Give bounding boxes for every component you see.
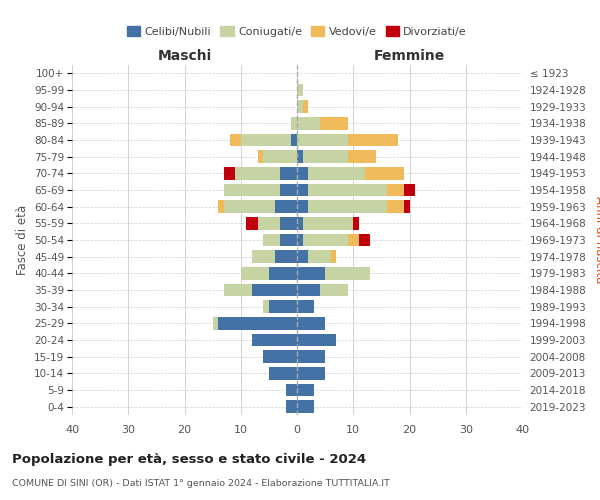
Bar bbox=[241, 267, 269, 280]
Bar bbox=[269, 267, 297, 280]
Bar bbox=[280, 184, 297, 196]
Bar bbox=[302, 217, 353, 230]
Bar bbox=[263, 150, 297, 163]
Y-axis label: Anni di nascita: Anni di nascita bbox=[593, 196, 600, 284]
Text: COMUNE DI SINI (OR) - Dati ISTAT 1° gennaio 2024 - Elaborazione TUTTITALIA.IT: COMUNE DI SINI (OR) - Dati ISTAT 1° genn… bbox=[12, 479, 390, 488]
Bar bbox=[359, 234, 370, 246]
Bar bbox=[292, 134, 297, 146]
Text: Popolazione per età, sesso e stato civile - 2024: Popolazione per età, sesso e stato civil… bbox=[12, 452, 366, 466]
Bar bbox=[297, 284, 320, 296]
Bar bbox=[365, 167, 404, 179]
Bar bbox=[297, 300, 314, 313]
Bar bbox=[302, 100, 308, 113]
Bar bbox=[302, 150, 347, 163]
Bar bbox=[224, 200, 275, 213]
Bar bbox=[252, 250, 275, 263]
Bar bbox=[257, 150, 263, 163]
Bar bbox=[241, 134, 292, 146]
Bar bbox=[218, 317, 297, 330]
Bar bbox=[297, 384, 314, 396]
Bar bbox=[263, 350, 297, 363]
Bar bbox=[297, 100, 302, 113]
Bar bbox=[257, 217, 280, 230]
Bar bbox=[212, 317, 218, 330]
Bar bbox=[269, 367, 297, 380]
Bar bbox=[297, 234, 302, 246]
Bar bbox=[297, 367, 325, 380]
Bar bbox=[320, 284, 347, 296]
Bar bbox=[292, 117, 297, 130]
Bar bbox=[269, 300, 297, 313]
Bar bbox=[297, 150, 302, 163]
Bar bbox=[387, 200, 404, 213]
Bar bbox=[308, 200, 387, 213]
Bar bbox=[308, 250, 331, 263]
Bar bbox=[308, 167, 365, 179]
Bar bbox=[224, 167, 235, 179]
Text: Maschi: Maschi bbox=[157, 48, 212, 62]
Bar bbox=[275, 250, 297, 263]
Bar bbox=[280, 217, 297, 230]
Bar bbox=[297, 217, 302, 230]
Bar bbox=[320, 117, 347, 130]
Bar bbox=[404, 184, 415, 196]
Bar bbox=[297, 84, 302, 96]
Bar bbox=[353, 217, 359, 230]
Bar bbox=[235, 167, 280, 179]
Bar bbox=[263, 300, 269, 313]
Bar bbox=[297, 117, 320, 130]
Bar bbox=[297, 167, 308, 179]
Bar bbox=[347, 150, 376, 163]
Bar bbox=[404, 200, 409, 213]
Bar bbox=[247, 217, 257, 230]
Bar bbox=[297, 134, 347, 146]
Bar bbox=[297, 184, 308, 196]
Bar bbox=[297, 400, 314, 413]
Bar bbox=[297, 267, 325, 280]
Bar bbox=[302, 234, 347, 246]
Bar bbox=[297, 350, 325, 363]
Bar bbox=[224, 284, 252, 296]
Bar bbox=[224, 184, 280, 196]
Bar bbox=[347, 134, 398, 146]
Bar bbox=[347, 234, 359, 246]
Y-axis label: Fasce di età: Fasce di età bbox=[16, 205, 29, 275]
Bar bbox=[280, 234, 297, 246]
Bar bbox=[229, 134, 241, 146]
Bar bbox=[387, 184, 404, 196]
Bar bbox=[252, 284, 297, 296]
Bar bbox=[308, 184, 387, 196]
Bar bbox=[275, 200, 297, 213]
Bar bbox=[280, 167, 297, 179]
Bar bbox=[252, 334, 297, 346]
Bar bbox=[218, 200, 224, 213]
Bar bbox=[297, 334, 337, 346]
Bar bbox=[297, 250, 308, 263]
Bar bbox=[297, 317, 325, 330]
Bar bbox=[286, 384, 297, 396]
Bar bbox=[297, 200, 308, 213]
Bar bbox=[325, 267, 370, 280]
Bar bbox=[286, 400, 297, 413]
Bar bbox=[331, 250, 337, 263]
Legend: Celibi/Nubili, Coniugati/e, Vedovi/e, Divorziati/e: Celibi/Nubili, Coniugati/e, Vedovi/e, Di… bbox=[122, 22, 472, 41]
Text: Femmine: Femmine bbox=[374, 48, 445, 62]
Bar bbox=[263, 234, 280, 246]
